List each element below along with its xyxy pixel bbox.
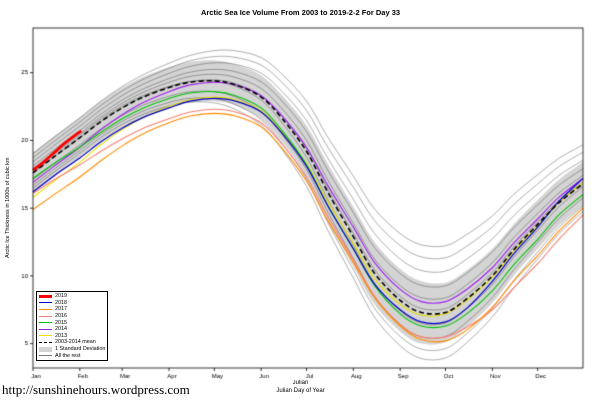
legend-item: 2019 — [39, 293, 105, 300]
legend-item: 2016 — [39, 313, 105, 320]
legend-label: 2013 — [55, 332, 67, 339]
legend-label: 2016 — [55, 313, 67, 320]
x-axis-label-line2: Julian Day of Year — [276, 388, 325, 394]
legend: 2019 2018 2017 2016 2015 2014 2013 2003-2014 me… — [36, 291, 108, 361]
source-url: http://sunshinehours.wordpress.com — [2, 382, 190, 397]
legend-sample-line — [39, 335, 52, 337]
legend-label: All the rest — [55, 352, 81, 359]
legend-item: 2018 — [39, 300, 105, 307]
x-axis-label-line1: Julian — [292, 380, 309, 386]
legend-item: 2015 — [39, 319, 105, 326]
legend-label: 1 Standard Deviation — [55, 346, 106, 353]
legend-label: 2019 — [55, 293, 67, 300]
legend-sample-line — [39, 322, 52, 324]
legend-item: 2014 — [39, 326, 105, 333]
y-axis-label: Arctic Ice Thickness in 1000s of cubic k… — [5, 157, 11, 258]
legend-sample-band — [39, 346, 52, 352]
legend-sample-thick-line — [39, 294, 52, 298]
legend-sample-line — [39, 302, 52, 304]
legend-item: 2013 — [39, 333, 105, 340]
legend-item: 2017 — [39, 306, 105, 313]
legend-item: 2003-2014 mean — [39, 339, 105, 346]
legend-item: All the rest — [39, 352, 105, 359]
legend-sample-line — [39, 308, 52, 310]
legend-label: 2017 — [55, 306, 67, 313]
chart-title: Arctic Sea Ice Volume From 2003 to 2019-… — [200, 8, 401, 17]
legend-sample-line — [39, 315, 52, 317]
legend-label: 2015 — [55, 319, 67, 326]
legend-sample-dashed — [39, 341, 52, 343]
legend-label: 2014 — [55, 326, 67, 333]
legend-sample-line — [39, 328, 52, 330]
legend-sample-thin-line — [39, 355, 52, 357]
legend-label: 2003-2014 mean — [55, 339, 96, 346]
legend-label: 2018 — [55, 299, 67, 306]
legend-item: 1 Standard Deviation — [39, 346, 105, 353]
